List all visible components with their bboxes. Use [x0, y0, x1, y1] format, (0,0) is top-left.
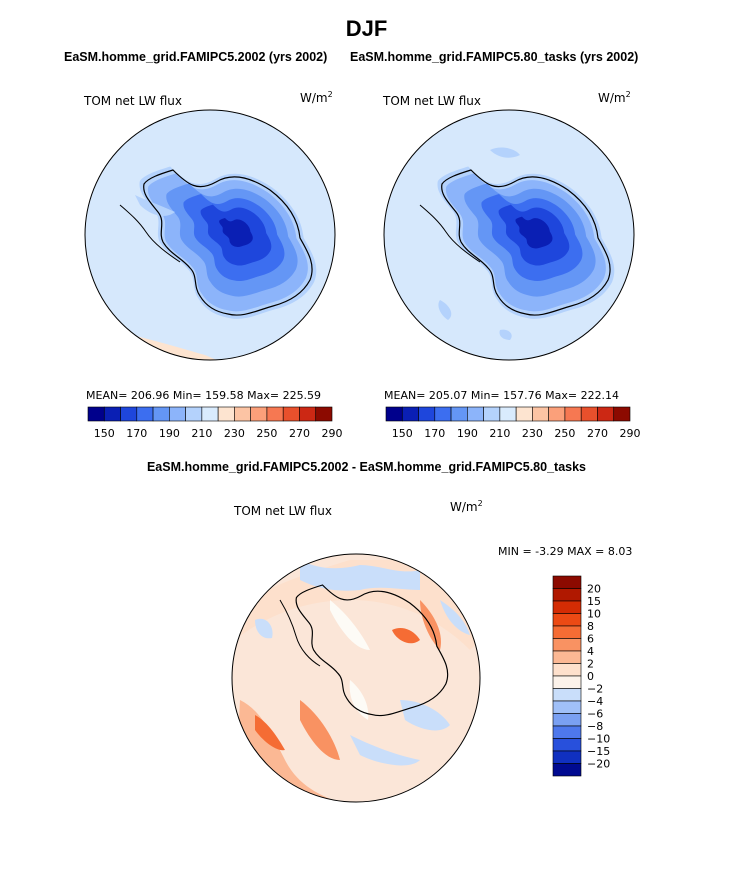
colorbar-swatch [552, 675, 582, 689]
colorbar-tick-label: 170 [126, 427, 147, 440]
colorbar-swatch [597, 406, 615, 422]
colorbar-swatch [552, 663, 582, 677]
colorbar-tick-label: −4 [587, 695, 603, 708]
colorbar-swatch [499, 406, 517, 422]
colorbar-tick-label: 150 [392, 427, 413, 440]
colorbar-tick-label: 270 [289, 427, 310, 440]
colorbar-tick-label: 210 [489, 427, 510, 440]
colorbar-tick-label: 290 [620, 427, 641, 440]
colorbar-swatch [552, 738, 582, 752]
colorbar-swatch [467, 406, 484, 422]
colorbar-tick-label: 150 [94, 427, 115, 440]
colorbar-swatch [552, 763, 582, 777]
colorbar-tick-label: 2 [587, 658, 594, 671]
colorbar-swatch [483, 406, 501, 422]
colorbar-swatch [299, 406, 317, 422]
colorbar-swatch [234, 406, 251, 422]
colorbar-swatch [418, 406, 436, 422]
colorbar-swatch [548, 406, 566, 422]
colorbar-swatch [564, 406, 582, 422]
panel3-case-title: EaSM.homme_grid.FAMIPC5.2002 - EaSM.homm… [146, 460, 587, 474]
colorbar-swatch [266, 406, 284, 422]
colorbar-tick-label: 15 [587, 595, 601, 608]
panel3-map [231, 553, 481, 803]
colorbar-swatch [552, 613, 582, 627]
colorbar-swatch [552, 638, 582, 652]
colorbar-swatch [385, 406, 403, 422]
colorbar-tick-label: −20 [587, 758, 610, 771]
main-title: DJF [345, 16, 388, 41]
colorbar-tick-label: 10 [587, 608, 601, 621]
colorbar-tick-label: 0 [587, 670, 594, 683]
colorbar-tick-label: −15 [587, 745, 610, 758]
colorbar-tick-label: 190 [457, 427, 478, 440]
panel3-variable: TOM net LW flux [234, 504, 332, 518]
colorbar-swatch [552, 700, 582, 714]
colorbar-swatch [185, 406, 203, 422]
colorbar-tick-label: −8 [587, 720, 603, 733]
panel2-units: W/m2 [598, 90, 631, 105]
colorbar-tick-label: 8 [587, 620, 594, 633]
colorbar-swatch [552, 713, 582, 727]
colorbar-swatch [613, 406, 631, 422]
colorbar-swatch [552, 600, 582, 614]
colorbar-tick-label: 230 [224, 427, 245, 440]
colorbar-swatch [434, 406, 452, 422]
colorbar-swatch [552, 650, 582, 664]
colorbar-swatch [136, 406, 154, 422]
panel1-stats: MEAN= 206.96 Min= 159.58 Max= 225.59 [86, 389, 322, 402]
colorbar-swatch [552, 725, 582, 739]
colorbar-tick-label: 6 [587, 633, 594, 646]
colorbar-tick-label: 230 [522, 427, 543, 440]
panel2-variable: TOM net LW flux [383, 94, 481, 108]
colorbar-tick-label: 170 [424, 427, 445, 440]
colorbar-swatch [169, 406, 186, 422]
colorbar-tick-label: −2 [587, 683, 603, 696]
panel3-units: W/m2 [450, 499, 483, 514]
panel2-colorbar: 150 170 190 210 230 250 270 290 [385, 406, 641, 440]
panel1-colorbar: 150 170 190 210 230 250 270 290 [87, 406, 343, 440]
colorbar-swatch [87, 406, 105, 422]
colorbar-swatch [580, 406, 598, 422]
colorbar-swatch [532, 406, 549, 422]
colorbar-tick-label: 210 [191, 427, 212, 440]
colorbar-swatch [120, 406, 138, 422]
colorbar-swatch [152, 406, 170, 422]
colorbar-tick-label: 20 [587, 583, 601, 596]
colorbar-swatch [515, 406, 533, 422]
panel2-case-title: EaSM.homme_grid.FAMIPC5.80_tasks (yrs 20… [350, 50, 639, 64]
colorbar-swatch [552, 588, 582, 602]
panel1-variable: TOM net LW flux [84, 94, 182, 108]
colorbar-swatch [250, 406, 268, 422]
panel3-stats: MIN = -3.29 MAX = 8.03 [498, 545, 633, 558]
colorbar-swatch [552, 625, 582, 639]
panel1-case-title: EaSM.homme_grid.FAMIPC5.2002 (yrs 2002) [64, 50, 328, 64]
colorbar-tick-label: 270 [587, 427, 608, 440]
panel2-map [383, 109, 635, 361]
panel2-stats: MEAN= 205.07 Min= 157.76 Max= 222.14 [384, 389, 620, 402]
colorbar-swatch [450, 406, 468, 422]
colorbar-tick-label: 190 [159, 427, 180, 440]
colorbar-swatch [552, 750, 582, 764]
colorbar-tick-label: 4 [587, 645, 594, 658]
colorbar-swatch [552, 575, 582, 589]
colorbar-tick-label: 250 [554, 427, 575, 440]
panel1-map [84, 109, 336, 361]
panel1-units: W/m2 [300, 90, 333, 105]
colorbar-tick-label: −6 [587, 708, 603, 721]
colorbar-swatch [201, 406, 219, 422]
colorbar-tick-label: −10 [587, 733, 610, 746]
colorbar-tick-label: 250 [256, 427, 277, 440]
colorbar-swatch [401, 406, 419, 422]
colorbar-swatch [217, 406, 235, 422]
colorbar-swatch [103, 406, 121, 422]
colorbar-swatch [282, 406, 300, 422]
colorbar-swatch [552, 688, 582, 702]
colorbar-tick-label: 290 [322, 427, 343, 440]
colorbar-swatch [315, 406, 333, 422]
